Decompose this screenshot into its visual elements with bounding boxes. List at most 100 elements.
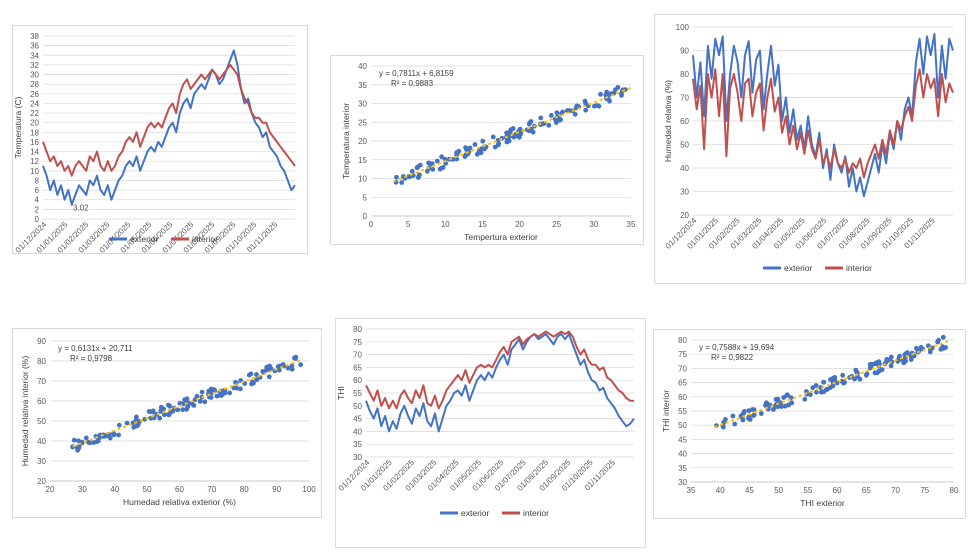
scatter-point [496,141,501,146]
x-axis-title: Tempertura exterior [464,232,538,242]
scatter-point [598,91,603,97]
scatter-point [814,389,819,395]
scatter-point [554,110,560,116]
scatter-point [260,369,266,374]
y-tick-label: 40 [680,164,689,173]
scatter-point [206,388,212,394]
scatter-point [853,367,859,373]
scatter-point [607,98,612,104]
scatter-point [530,129,536,135]
scatter-point [732,421,738,427]
x-axis-title: THI exterior [800,498,845,508]
scatter-point [246,372,252,378]
x-tick-label: 45 [745,486,754,495]
scatter-point [538,115,544,121]
scatter-point [234,385,240,391]
scatter-point [285,365,291,371]
y-axis-title: Humedad relativa interior (%) [20,356,30,467]
scatter-point [504,139,510,145]
scatter-point [604,89,610,95]
scatter-point [591,103,597,109]
y-tick-label: 16 [30,138,39,147]
y-tick-label: 20 [358,137,367,146]
y-tick-label: 6 [35,186,40,195]
scatter-point [414,165,420,171]
y-tick-label: 30 [30,71,39,80]
scatter-point [194,393,200,399]
scatter-point [901,360,907,366]
scatter-point [914,345,919,351]
scatter-point [217,392,223,398]
x-tick-label: 35 [627,220,636,229]
scatter-point [888,354,894,360]
scatter-point [490,134,496,140]
scatter-point [439,154,444,160]
scatter-point [476,149,482,155]
y-tick-label: 40 [678,450,687,459]
scatter-point [828,385,833,390]
scatter-point [821,379,826,385]
y-tick-label: 30 [680,188,689,197]
x-tick-label: 35 [687,486,696,495]
x-tick-label: 90 [272,485,281,494]
scatter-point [75,447,80,453]
scatter-point [202,399,208,405]
x-axis-title: Humedad relativa exterior (%) [123,497,236,507]
y-tick-label: 15 [358,156,367,165]
scatter-point [883,359,889,365]
scatter-point [751,407,757,413]
scatter-point [751,413,756,418]
series-line-exterior [692,33,954,198]
scatter-point [394,174,399,180]
scatter-point [548,113,554,118]
scatter-point [76,438,81,444]
scatter-point [828,377,833,382]
x-tick-label: 60 [833,486,842,495]
x-tick-label: 10 [441,220,450,229]
scatter-point [492,144,498,150]
y-tick-label: 30 [678,478,687,487]
temperature-timeseries-panel: 0 2 4 6 8 10 12 14 16 18 20 22 24 26 28 30 32 34 36 38 Tempe… [12,25,308,255]
scatter-point [528,119,534,124]
scatter-point [872,370,878,376]
scatter-point [442,156,448,162]
scatter-point [130,420,136,426]
scatter-point [480,138,486,144]
y-tick-label: 70 [353,351,362,360]
x-tick-label: 75 [920,486,929,495]
legend-label-exterior: exterior [130,234,159,244]
scatter-point [266,364,272,369]
x-tick-label: 50 [143,485,152,494]
y-tick-label: 30 [353,453,362,462]
scatter-point [764,400,769,406]
r-squared-label: R² = 0,9883 [391,79,434,88]
x-tick-label: 70 [891,486,900,495]
y-tick-label: 25 [358,118,367,127]
x-tick-label: 30 [589,220,598,229]
scatter-point [936,337,941,343]
scatter-point [596,103,602,109]
scatter-point [289,366,295,372]
trendline [392,86,632,183]
y-tick-label: 4 [35,196,40,205]
y-tick-label: 65 [678,379,687,388]
scatter-point [162,412,167,418]
y-tick-label: 38 [30,32,39,41]
y-tick-label: 18 [30,128,39,137]
scatter-point [583,100,588,106]
scatter-point [554,119,559,124]
scatter-point [409,168,415,174]
y-tick-label: 40 [37,437,46,446]
y-tick-label: 14 [30,148,39,157]
y-tick-label: 65 [353,363,362,372]
scatter-point [289,363,295,369]
scatter-point [720,424,726,430]
scatter-point [83,435,89,441]
scatter-point [775,396,781,402]
y-axis-title: THI [336,386,346,400]
y-axis-title: Temperatura interior [341,103,351,179]
y-tick-label: 45 [353,415,362,424]
y-tick-label: 28 [30,80,39,89]
scatter-point [184,396,190,402]
